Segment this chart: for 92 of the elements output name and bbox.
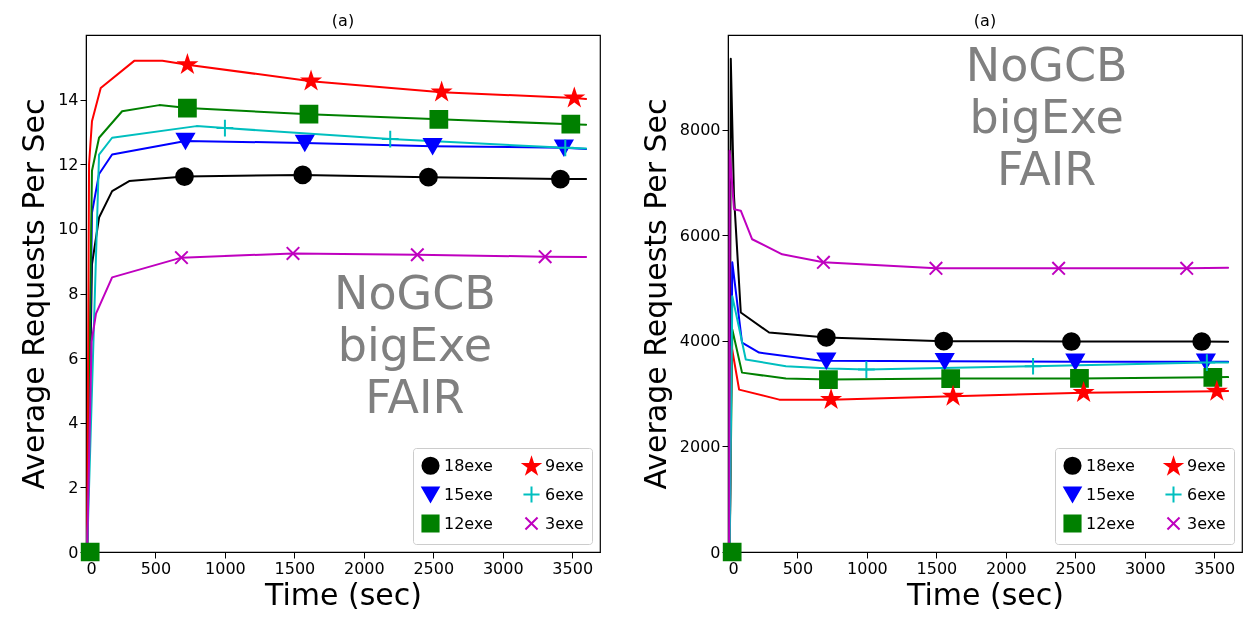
x-tick-label: 3000 — [482, 558, 524, 578]
y-tick-label: 2000 — [679, 436, 721, 456]
point — [380, 129, 400, 149]
point — [1062, 332, 1081, 351]
point — [816, 352, 836, 370]
x-tick-label: 3500 — [552, 558, 594, 578]
legend-label: 3exe — [1187, 513, 1226, 533]
point — [1023, 356, 1043, 376]
point — [942, 384, 964, 406]
point — [410, 247, 425, 262]
point — [419, 167, 438, 187]
legend-label: 12exe — [1086, 513, 1135, 533]
legend-label: 12exe — [444, 513, 493, 533]
point — [941, 369, 961, 388]
point — [293, 165, 313, 185]
point — [928, 261, 944, 276]
legend-label: 9exe — [545, 456, 584, 476]
y-tick-label: 4000 — [679, 331, 721, 351]
legend-label: 15exe — [1086, 484, 1135, 504]
x-tick-label: 500 — [782, 558, 814, 578]
point — [1070, 369, 1089, 388]
point — [934, 331, 954, 351]
x-tick-label: 2500 — [1055, 558, 1097, 578]
point — [429, 109, 449, 129]
annotation: NoGCB bigExe FAIR — [965, 38, 1128, 197]
y-tick-label: 6000 — [679, 225, 721, 245]
point — [857, 360, 876, 379]
chart-title: (a) — [331, 11, 355, 30]
point — [176, 132, 195, 150]
point — [816, 255, 831, 270]
point — [1179, 261, 1194, 276]
point — [176, 53, 199, 74]
x-tick-label: 500 — [140, 558, 172, 578]
point — [295, 134, 315, 152]
point — [80, 542, 100, 562]
y-tick-label: 8 — [68, 284, 79, 303]
point — [178, 98, 197, 118]
point — [285, 246, 301, 261]
y-tick-label: 2 — [68, 477, 79, 497]
x-tick-label: 1500 — [274, 558, 316, 578]
x-tick-label: 1000 — [847, 558, 888, 578]
x-tick-label: 0 — [728, 558, 739, 578]
point — [1207, 381, 1226, 400]
legend-label: 18exe — [444, 455, 493, 475]
point — [819, 370, 838, 389]
y-tick-label: 10 — [58, 219, 79, 239]
point — [1065, 353, 1085, 371]
x-tick-label: 1000 — [205, 558, 246, 578]
annotation: NoGCB bigExe FAIR — [334, 265, 496, 424]
x-tick-label: 3500 — [1194, 558, 1236, 578]
legend-label: 18exe — [1086, 455, 1135, 475]
legend-label: 6exe — [1187, 484, 1226, 504]
point — [722, 542, 742, 562]
point — [537, 249, 553, 264]
point — [423, 137, 442, 155]
y-tick-label: 12 — [58, 154, 79, 174]
point — [175, 167, 194, 186]
y-tick-label: 0 — [68, 542, 79, 562]
point — [300, 69, 322, 91]
x-tick-label: 2000 — [343, 558, 385, 578]
x-tick-label: 2500 — [413, 558, 455, 578]
point — [1203, 367, 1223, 387]
point — [551, 169, 570, 189]
point — [1192, 332, 1212, 351]
point — [174, 250, 189, 265]
y-axis-title: Average Requests Per Sec — [637, 98, 673, 490]
point — [430, 80, 453, 102]
legend-label: 15exe — [444, 484, 493, 504]
x-tick-label: 0 — [86, 558, 97, 578]
point — [563, 86, 586, 108]
y-axis-title: Average Requests Per Sec — [16, 98, 52, 490]
point — [1051, 261, 1066, 276]
y-tick-label: 6 — [68, 348, 79, 368]
chart-title: (a) — [973, 11, 997, 30]
point — [935, 353, 955, 370]
point — [215, 118, 235, 138]
legend-label: 9exe — [1187, 456, 1226, 476]
legend-label: 6exe — [545, 484, 584, 504]
point — [816, 328, 836, 347]
y-tick-label: 4 — [68, 413, 79, 433]
point — [561, 114, 581, 134]
point — [822, 390, 841, 408]
x-tick-label: 2000 — [985, 558, 1027, 578]
y-tick-label: 8000 — [679, 120, 721, 140]
x-tick-label: 3000 — [1124, 558, 1166, 578]
x-axis-title: Time (sec) — [906, 576, 1064, 612]
x-tick-label: 1500 — [916, 558, 958, 578]
y-tick-label: 0 — [710, 542, 721, 562]
x-axis-title: Time (sec) — [264, 576, 422, 612]
point — [299, 104, 319, 124]
legend-label: 3exe — [545, 513, 584, 533]
y-tick-label: 14 — [58, 90, 79, 110]
